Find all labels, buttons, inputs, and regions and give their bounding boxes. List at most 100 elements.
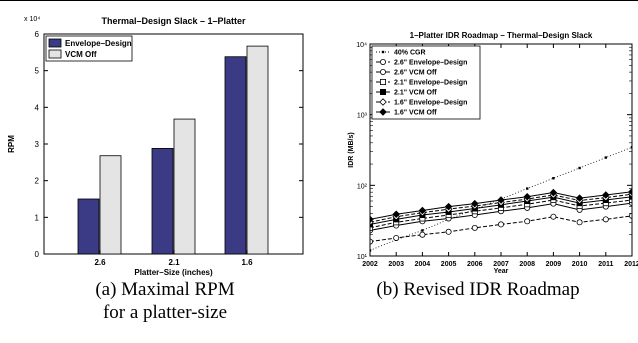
data-point [629, 193, 632, 200]
data-point [550, 213, 557, 220]
x-tick-label: 2.1 [168, 258, 180, 267]
y-axis-label: RPM [7, 135, 16, 153]
legend: 40% CGR 2.6" Envelope–Design 2.6" VCM Off 2… [371, 45, 481, 120]
x-tick-label: 2002 [362, 261, 378, 268]
legend-label: 2.6" Envelope–Design [394, 60, 467, 67]
y-tick-label: 2 [35, 177, 40, 186]
idr-roadmap-chart: 1–Platter IDR Roadmap – Thermal–Design S… [348, 31, 638, 275]
data-point [602, 216, 609, 223]
data-point [471, 224, 478, 231]
legend-label: Envelope–Design [65, 39, 132, 48]
data-point [393, 234, 400, 241]
data-point [418, 206, 427, 215]
rpm-bar-chart: Thermal–Design Slack – 1–Platter x 10⁴ 0 1 2… [7, 16, 304, 277]
caption-a: (a) Maximal RPM for a platter-size [0, 278, 330, 324]
legend-label: 2.6" VCM Off [394, 70, 437, 77]
x-tick-label: 2011 [598, 261, 613, 268]
legend-swatch [48, 49, 62, 59]
plot-area [370, 146, 632, 252]
data-point [392, 210, 400, 218]
data-point [370, 224, 373, 231]
x-tick-label: 2010 [572, 261, 588, 268]
data-point [497, 196, 505, 204]
caption-a-line-1: (a) Maximal RPM [95, 279, 235, 300]
chart-title: Thermal–Design Slack – 1–Platter [101, 16, 246, 26]
x-axis-label: Platter–Size (inches) [134, 268, 213, 277]
data-point [629, 212, 632, 219]
caption-a-line-2: for a platter-size [102, 302, 228, 323]
legend-label: 1.6" Envelope–Design [394, 100, 467, 107]
data-point [445, 228, 452, 235]
data-point [578, 166, 581, 170]
x-tick-label: 1.6 [241, 258, 253, 267]
series-line [370, 215, 632, 243]
x-tick-label: 2.6 [94, 258, 106, 267]
legend-marker [379, 59, 386, 66]
top-rule [0, 0, 638, 1]
data-point [444, 202, 453, 211]
x-tick-label: 2006 [467, 261, 483, 268]
x-axis-label: Year [494, 268, 509, 275]
data-point [421, 229, 424, 232]
x-tick-label: 2008 [519, 261, 535, 268]
bar [77, 198, 100, 255]
data-point [524, 218, 531, 225]
legend-marker [379, 108, 387, 116]
series-line [370, 146, 632, 251]
data-point [630, 146, 632, 149]
data-point [602, 191, 610, 199]
y-tick-label: 10¹ [357, 254, 368, 261]
legend-swatch [48, 38, 62, 48]
legend-marker [379, 89, 386, 96]
y-tick-label: 3 [35, 140, 40, 149]
bar [151, 147, 174, 255]
legend-marker [379, 79, 386, 86]
y-tick-label: 0 [35, 250, 40, 259]
data-point [523, 192, 531, 201]
x-tick-label: 2007 [493, 261, 509, 268]
y-tick-label: 4 [35, 103, 40, 112]
x-tick-label: 2004 [415, 261, 431, 268]
x-tick-label: 2012 [624, 261, 638, 268]
y-axis-label: IDR (MB/s) [348, 132, 355, 167]
legend-label: 2.1" VCM Off [394, 90, 437, 97]
data-point [370, 249, 372, 252]
x-tick-label: 2005 [441, 261, 457, 268]
data-point [471, 199, 479, 208]
data-point [370, 215, 374, 224]
legend-marker [379, 69, 386, 76]
data-point [629, 197, 632, 204]
data-point [628, 188, 632, 196]
legend-label: 2.1" Envelope–Design [394, 80, 467, 87]
legend-label: 40% CGR [394, 50, 426, 57]
y-tick-label: 10³ [357, 113, 368, 120]
y-tick-label: 10⁴ [356, 42, 367, 49]
data-point [549, 188, 558, 197]
y-tick-label: 6 [35, 30, 40, 39]
bar [224, 56, 247, 255]
y-tick-label: 1 [35, 213, 40, 222]
bar [173, 118, 196, 255]
series-2 [370, 212, 632, 245]
y-tick-label: 5 [35, 67, 40, 76]
caption-b-line-1: (b) Revised IDR Roadmap [376, 279, 580, 300]
series-7 [370, 188, 632, 224]
legend-marker [381, 50, 385, 54]
y-exponent-label: x 10⁴ [24, 16, 40, 23]
y-tick-label: 10² [357, 183, 368, 190]
bar [246, 45, 269, 255]
bar [99, 155, 122, 255]
data-point [575, 194, 584, 202]
data-point [526, 187, 529, 190]
data-point [576, 219, 583, 226]
data-point [497, 221, 504, 228]
data-point [552, 177, 555, 180]
plot-frame [369, 43, 633, 257]
data-point [370, 238, 373, 245]
data-point [419, 231, 426, 238]
legend: Envelope–Design VCM Off [45, 35, 133, 62]
legend-marker [379, 98, 387, 106]
x-tick-label: 2003 [388, 261, 404, 268]
data-point [604, 156, 607, 159]
legend-label: VCM Off [65, 50, 97, 59]
